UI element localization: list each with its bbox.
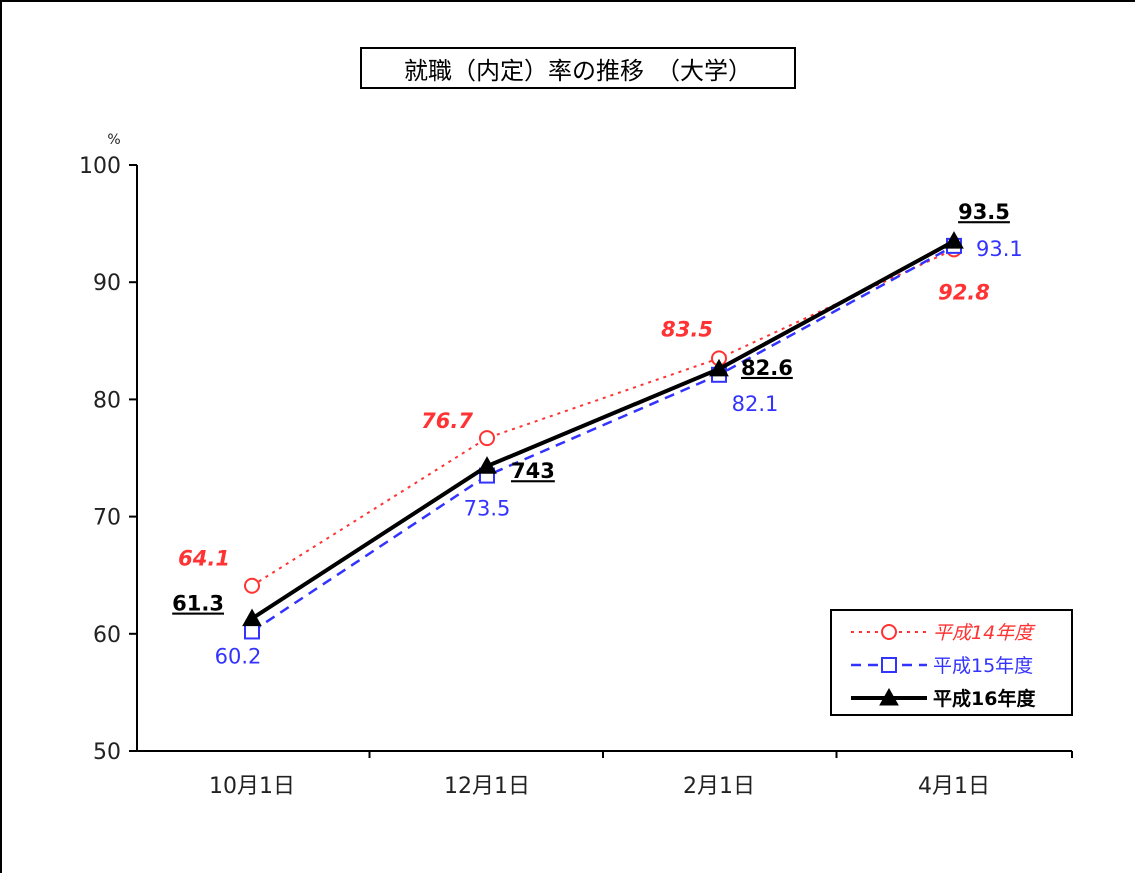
legend-marker-2 (881, 657, 897, 673)
y-tick-label: 60 (93, 623, 121, 648)
legend-label-3: 平成16年度 (933, 687, 1036, 710)
series-1-point (479, 430, 495, 447)
data-label: 73.5 (464, 497, 511, 521)
y-tick-label: 70 (93, 506, 121, 531)
series-line-1 (251, 248, 955, 587)
series-2-point (244, 623, 260, 640)
legend-label-1: 平成14年度 (933, 622, 1036, 644)
series-3-point (477, 456, 497, 474)
x-tick-label: 12月1日 (444, 774, 530, 799)
data-label: 93.5 (958, 200, 1010, 224)
data-label: 61.3 (172, 592, 224, 616)
data-label: 83.5 (661, 317, 713, 341)
data-label: 82.6 (741, 356, 793, 380)
data-label: 93.1 (976, 237, 1023, 261)
data-label: 82.1 (732, 392, 779, 416)
y-tick-label: 100 (79, 154, 121, 179)
legend-label-2: 平成15年度 (933, 655, 1033, 677)
y-tick-label: 80 (93, 388, 121, 413)
x-tick-label: 10月1日 (209, 774, 295, 799)
legend-marker-3 (879, 687, 899, 706)
chart-title: 就職（内定）率の推移 （大学） (360, 47, 796, 89)
y-unit-label: % (107, 132, 120, 148)
series-3-point (242, 608, 262, 627)
series-line-2 (251, 244, 955, 633)
data-label: 76.7 (421, 409, 473, 433)
x-tick-label: 2月1日 (683, 774, 755, 799)
y-tick-label: 50 (93, 740, 121, 765)
chart-title-text: 就職（内定）率の推移 （大学） (404, 56, 752, 85)
series-3-point (944, 231, 964, 249)
data-label: 743 (511, 459, 555, 483)
legend-marker-1 (881, 624, 897, 640)
series-1-point (244, 577, 260, 594)
series-3-point (709, 358, 729, 377)
data-label: 60.2 (215, 644, 262, 668)
data-label: 64.1 (178, 547, 230, 571)
y-tick-label: 90 (93, 271, 121, 296)
x-tick-label: 4月1日 (918, 774, 990, 799)
data-label: 92.8 (938, 280, 990, 304)
series-line-3 (250, 239, 955, 621)
